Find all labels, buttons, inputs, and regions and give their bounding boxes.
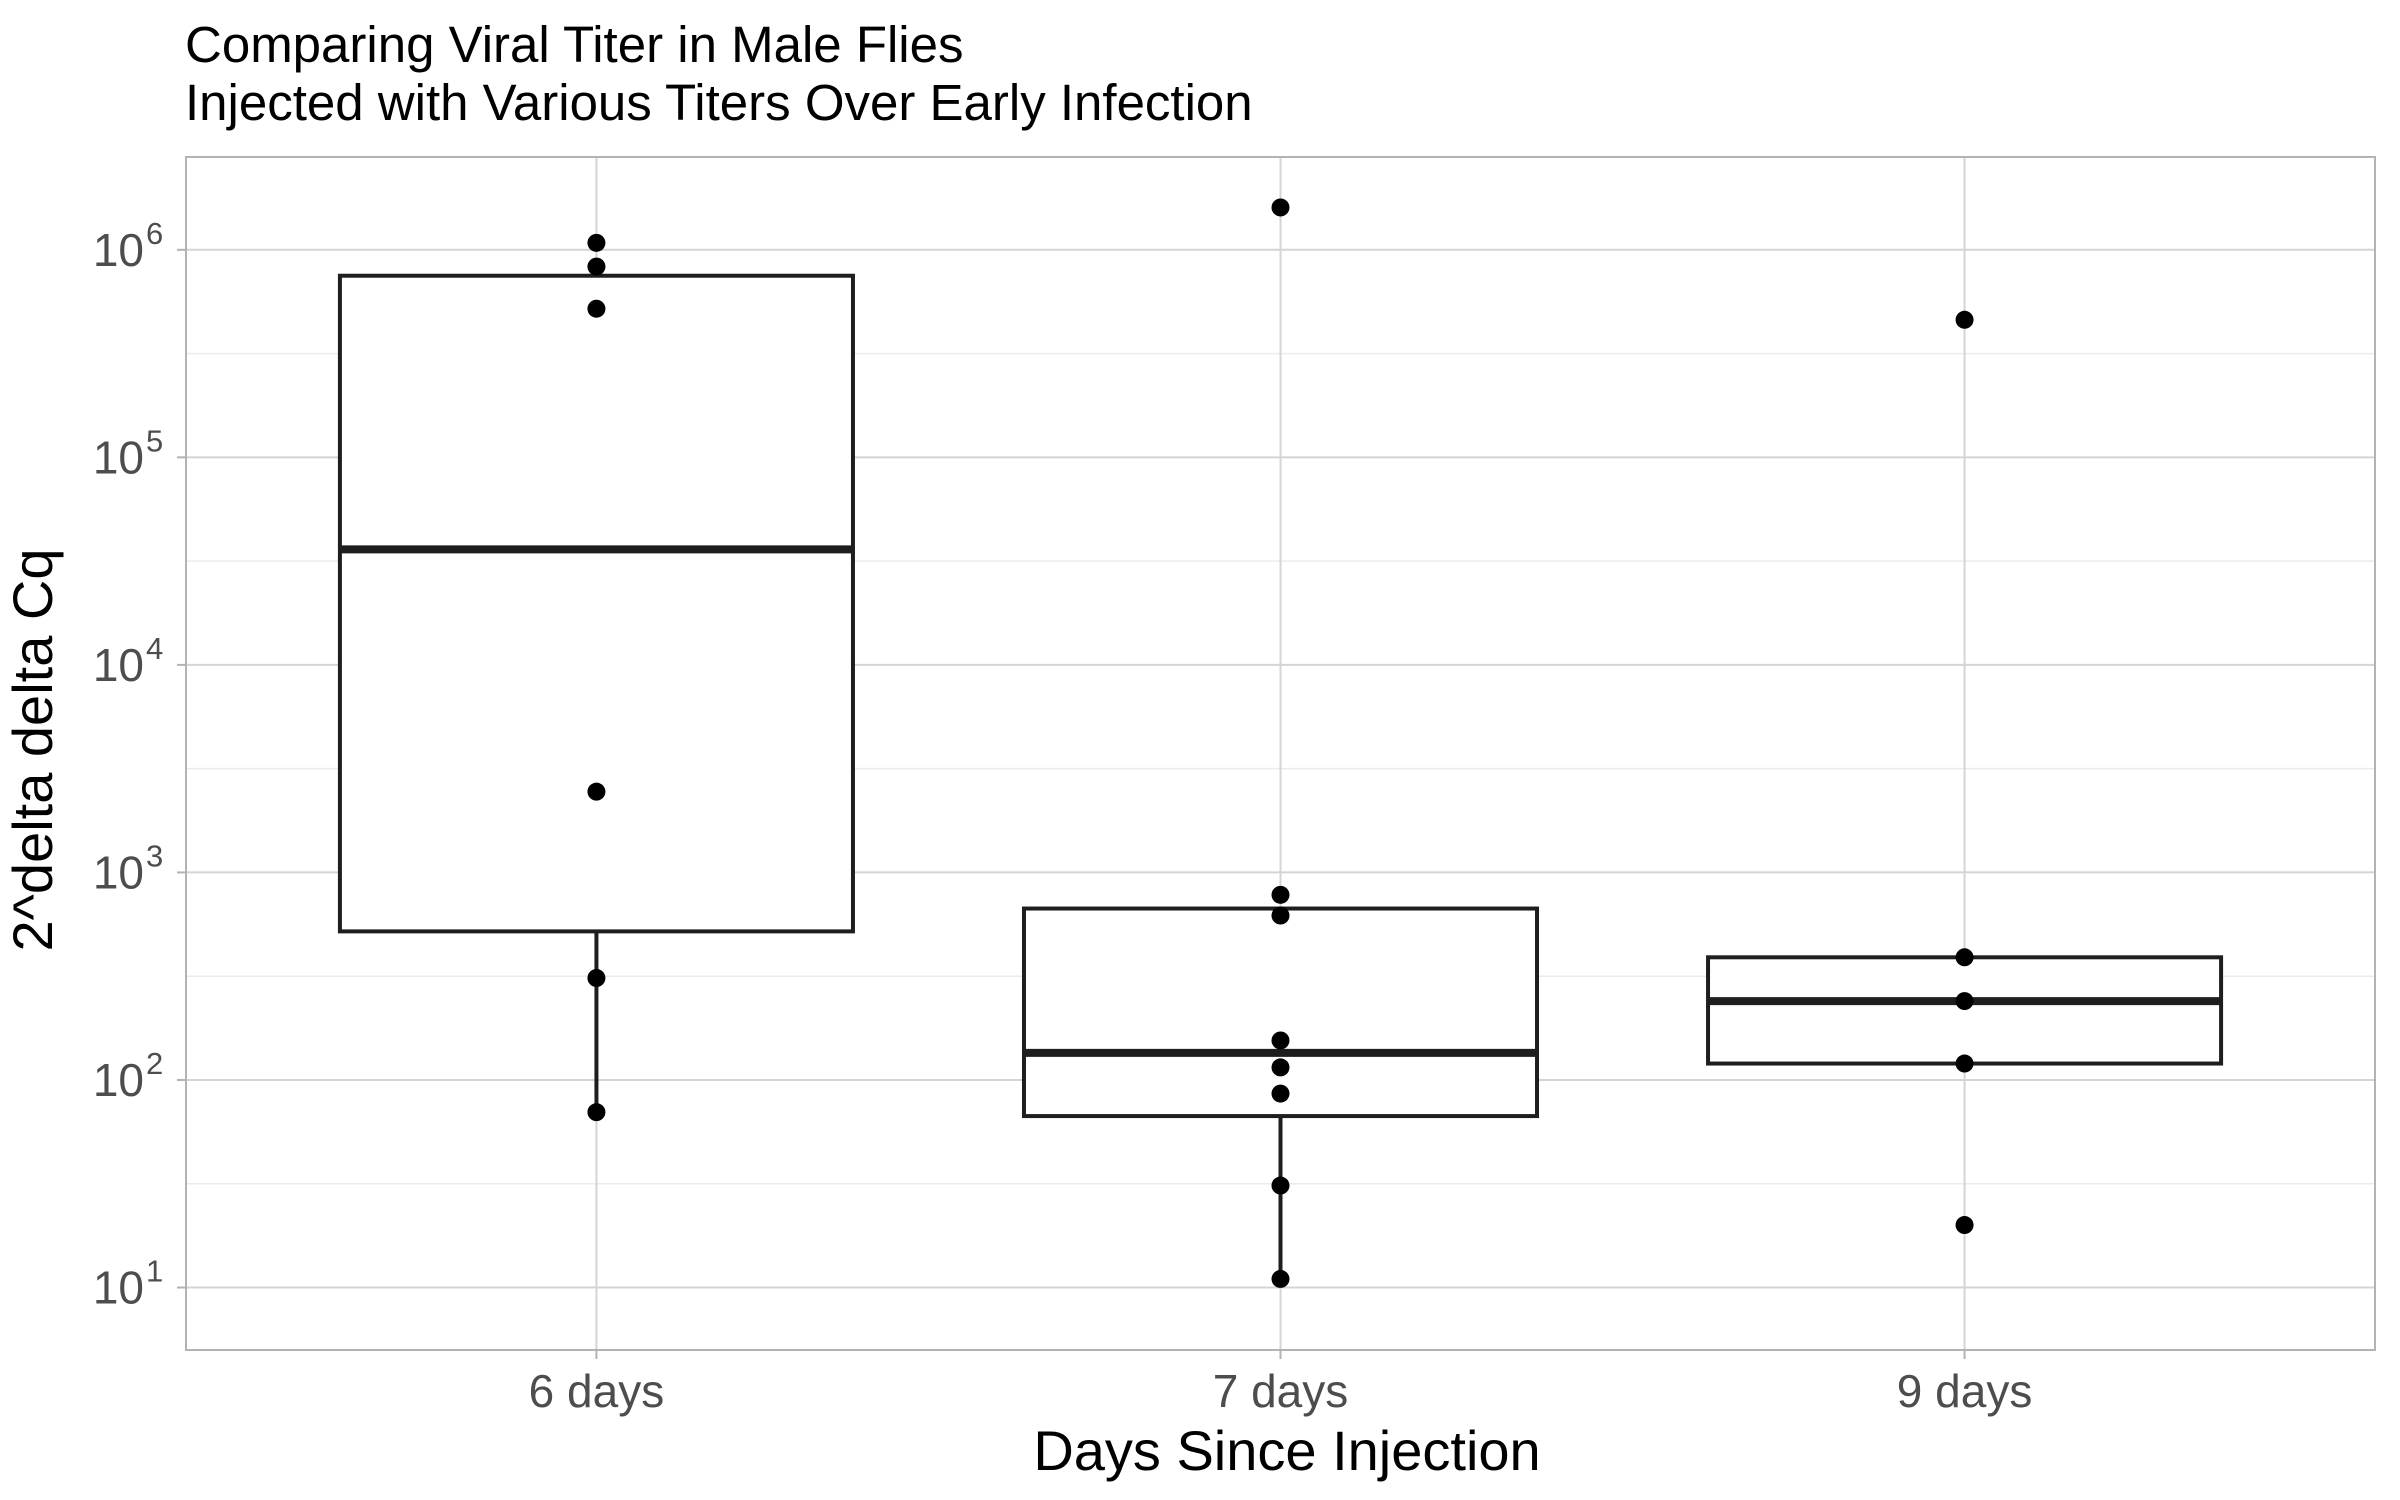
data-point [1271,906,1290,925]
data-point [1955,1054,1974,1073]
y-tick-label: 10 [93,639,144,691]
y-tick-exponent: 6 [146,216,163,251]
data-point [1271,1058,1290,1077]
data-point [587,782,606,801]
x-axis-label: Days Since Injection [1033,1419,1540,1482]
y-tick-exponent: 5 [146,423,163,458]
y-tick-label: 10 [93,224,144,276]
chart-title: Comparing Viral Titer in Male Flies [185,16,964,73]
data-point [587,969,606,988]
data-point [1955,948,1974,967]
x-tick-label: 7 days [1213,1365,1349,1417]
box-9-days [1706,955,2224,1066]
y-tick-exponent: 4 [146,631,163,666]
x-axis-ticks: 6 days 7 days 9 days [529,1350,2033,1417]
data-point [1271,1031,1290,1050]
y-tick-label: 10 [93,846,144,898]
y-tick: 10 4 [93,631,186,691]
y-tick-label: 10 [93,1054,144,1106]
box-body [1706,955,2224,1066]
y-tick-exponent: 1 [146,1254,163,1289]
data-point [1955,1216,1974,1235]
data-point [1271,198,1290,217]
x-tick-label: 6 days [529,1365,665,1417]
y-tick: 10 6 [93,216,186,276]
y-tick: 10 1 [93,1254,186,1314]
data-point [1955,310,1974,329]
data-point [1955,992,1974,1011]
box-7-days [1021,906,1540,1279]
data-point [1271,1269,1290,1288]
y-tick-label: 10 [93,431,144,483]
data-point [1271,1084,1290,1103]
data-point [587,299,606,318]
point-layer [587,198,1974,1288]
y-tick-exponent: 2 [146,1046,163,1081]
y-tick: 10 2 [93,1046,186,1106]
y-tick: 10 5 [93,423,186,483]
box-body [337,273,855,934]
data-point [587,257,606,276]
box-6-days [337,273,855,1113]
y-tick-exponent: 3 [146,838,163,873]
chart-subtitle: Injected with Various Titers Over Early … [185,74,1253,131]
y-tick-label: 10 [93,1262,144,1314]
data-point [587,1103,606,1122]
y-tick: 10 3 [93,838,186,898]
data-point [1271,1176,1290,1195]
y-axis-label: 2^delta delta Cq [1,549,64,952]
data-point [1271,885,1290,904]
x-tick-label: 9 days [1897,1365,2033,1417]
data-point [587,233,606,252]
box-body [1021,906,1540,1119]
